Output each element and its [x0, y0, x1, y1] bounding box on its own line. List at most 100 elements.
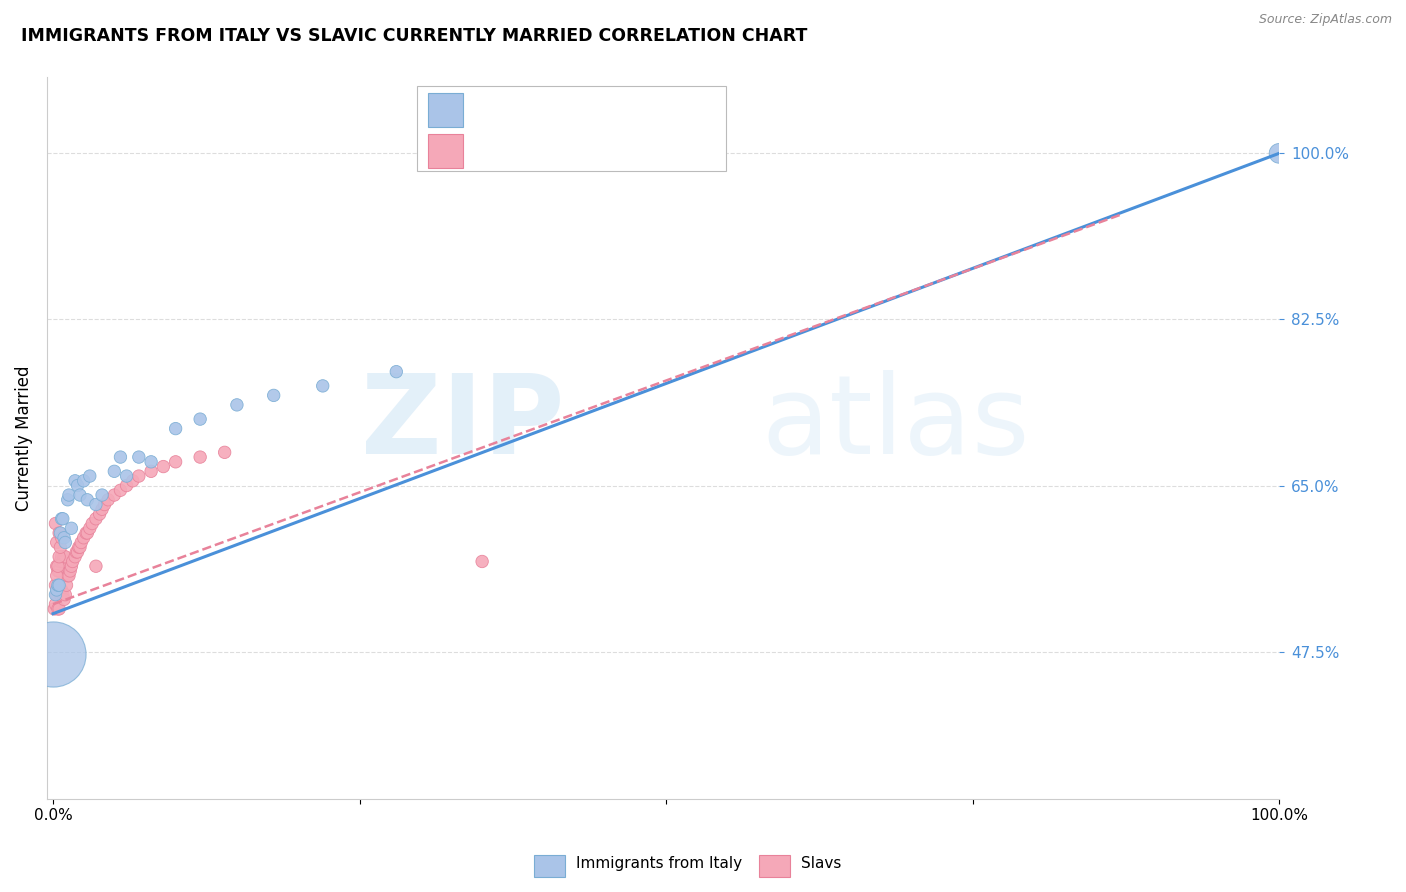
Point — [82, 516, 104, 531]
Point — [52, 512, 75, 526]
Point — [44, 597, 66, 611]
Point — [103, 488, 125, 502]
Point — [79, 469, 101, 483]
Point — [263, 388, 285, 402]
Point — [44, 588, 66, 602]
Point — [51, 531, 73, 545]
Point — [66, 545, 89, 559]
Point — [48, 602, 70, 616]
Point — [69, 488, 91, 502]
Point — [55, 578, 77, 592]
Point — [60, 559, 83, 574]
Point — [115, 469, 138, 483]
Text: R = 0.744   N = 32: R = 0.744 N = 32 — [474, 97, 631, 115]
Point — [70, 535, 93, 549]
Point — [79, 521, 101, 535]
Point — [165, 422, 187, 436]
Point — [73, 474, 96, 488]
Point — [63, 474, 86, 488]
Point — [110, 483, 132, 498]
Text: atlas: atlas — [762, 370, 1031, 477]
Point — [128, 450, 150, 464]
Point — [48, 549, 70, 564]
Point — [53, 535, 76, 549]
Text: Slavs: Slavs — [801, 856, 842, 871]
Point — [188, 412, 211, 426]
Point — [139, 455, 162, 469]
Point — [60, 521, 83, 535]
Point — [46, 559, 69, 574]
Point — [53, 549, 76, 564]
Text: Source: ZipAtlas.com: Source: ZipAtlas.com — [1258, 13, 1392, 27]
Point — [66, 478, 89, 492]
Point — [91, 502, 114, 516]
Point — [73, 531, 96, 545]
Point — [76, 492, 98, 507]
Point — [46, 602, 69, 616]
Text: R = 0.194   N = 61: R = 0.194 N = 61 — [474, 138, 631, 156]
Point — [93, 498, 115, 512]
Point — [115, 478, 138, 492]
Point — [128, 469, 150, 483]
Point — [471, 554, 494, 568]
Point — [49, 526, 72, 541]
Point — [152, 459, 174, 474]
Point — [58, 488, 80, 502]
Point — [46, 578, 69, 592]
Point — [63, 549, 86, 564]
Point — [59, 564, 82, 578]
Point — [65, 545, 87, 559]
Point — [84, 512, 107, 526]
Point — [139, 464, 162, 478]
Point — [165, 455, 187, 469]
Point — [45, 568, 67, 582]
Point — [385, 365, 408, 379]
Point — [51, 549, 73, 564]
Point — [69, 541, 91, 555]
Point — [226, 398, 249, 412]
Point — [97, 492, 120, 507]
Text: IMMIGRANTS FROM ITALY VS SLAVIC CURRENTLY MARRIED CORRELATION CHART: IMMIGRANTS FROM ITALY VS SLAVIC CURRENTL… — [21, 27, 807, 45]
Point — [48, 526, 70, 541]
Point — [67, 541, 90, 555]
Point — [44, 578, 66, 592]
Point — [51, 512, 73, 526]
Point — [51, 582, 73, 597]
Point — [49, 541, 72, 555]
Point — [58, 568, 80, 582]
Point — [45, 559, 67, 574]
Point — [52, 588, 75, 602]
Point — [76, 526, 98, 541]
Point — [75, 526, 97, 541]
Point — [53, 588, 76, 602]
Point — [44, 516, 66, 531]
Point — [46, 564, 69, 578]
Point — [42, 648, 65, 662]
Point — [49, 554, 72, 568]
Point — [110, 450, 132, 464]
Point — [103, 464, 125, 478]
Y-axis label: Currently Married: Currently Married — [15, 366, 32, 511]
Point — [188, 450, 211, 464]
Point — [62, 554, 84, 568]
Point — [52, 554, 75, 568]
Point — [56, 568, 79, 582]
Point — [84, 559, 107, 574]
Point — [53, 592, 76, 607]
Point — [1268, 146, 1291, 161]
Point — [84, 498, 107, 512]
Point — [49, 588, 72, 602]
Point — [53, 549, 76, 564]
Point — [45, 582, 67, 597]
Point — [48, 578, 70, 592]
Point — [45, 588, 67, 602]
Point — [56, 492, 79, 507]
Point — [48, 564, 70, 578]
Point — [121, 474, 143, 488]
Point — [91, 488, 114, 502]
Text: ZIP: ZIP — [361, 370, 564, 477]
Point — [53, 531, 76, 545]
Point — [312, 379, 335, 393]
Point — [44, 602, 66, 616]
Point — [214, 445, 236, 459]
